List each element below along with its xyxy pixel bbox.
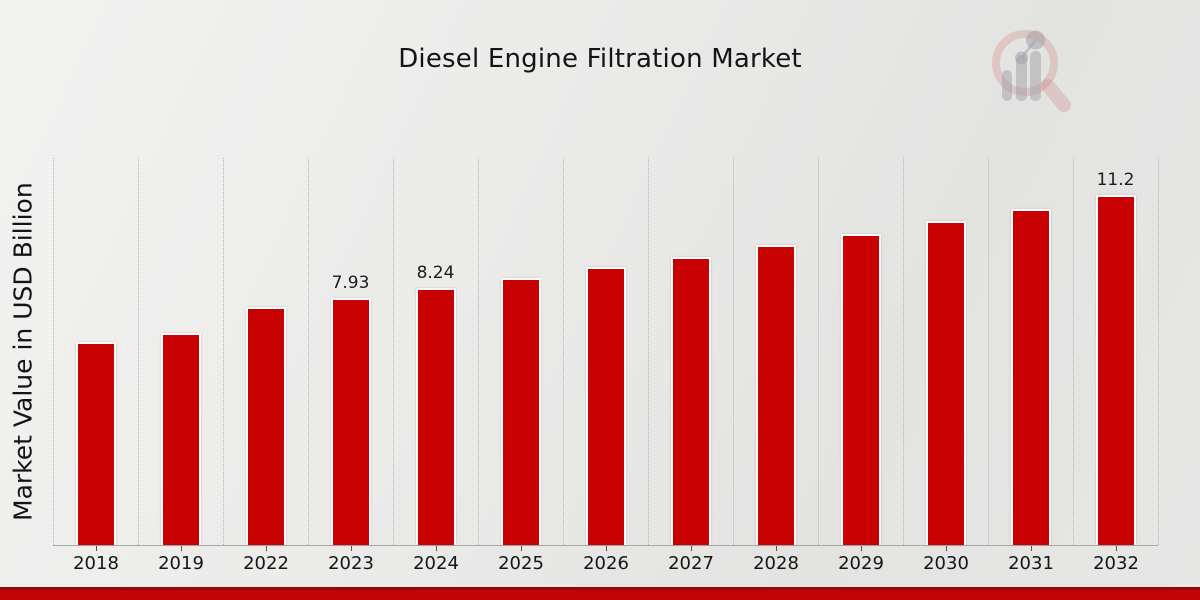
x-axis-tick <box>945 546 947 551</box>
x-axis-tick-label: 2023 <box>328 553 374 574</box>
gridline <box>563 158 564 545</box>
x-axis-tick-label: 2029 <box>838 553 884 574</box>
bar-2030 <box>925 221 966 545</box>
brand-logo-magnifier-chart-icon <box>992 30 1071 112</box>
bar-2025 <box>500 277 541 545</box>
gridline <box>393 158 394 545</box>
x-axis-tick-label: 2022 <box>243 553 289 574</box>
gridline <box>53 158 54 545</box>
x-axis-tick-label: 2026 <box>583 553 629 574</box>
chart-column <box>903 158 988 545</box>
x-axis-tick <box>775 546 777 551</box>
chart-column: 8.24 <box>393 158 478 545</box>
chart-column <box>733 158 818 545</box>
bar-2024 <box>415 287 456 545</box>
bar-2027 <box>670 256 711 545</box>
bar-value-label: 8.24 <box>416 262 455 283</box>
chart-column <box>648 158 733 545</box>
chart-column <box>478 158 563 545</box>
gridline <box>988 158 989 545</box>
x-axis-tick <box>860 546 862 551</box>
bar-value-label: 11.2 <box>1096 170 1135 191</box>
chart-column: 7.93 <box>308 158 393 545</box>
x-axis-tick <box>180 546 182 551</box>
chart-column <box>988 158 1073 545</box>
bar-value-label: 7.93 <box>331 272 370 293</box>
x-axis-tick-label: 2030 <box>923 553 969 574</box>
x-axis-tick-label: 2024 <box>413 553 459 574</box>
x-axis-tick <box>95 546 97 551</box>
chart-column <box>223 158 308 545</box>
x-axis-tick-label: 2032 <box>1093 553 1139 574</box>
chart-column <box>138 158 223 545</box>
x-axis-tick-label: 2019 <box>158 553 204 574</box>
bar-2028 <box>755 245 796 545</box>
plot-area: 7.93 8.24 11.2 <box>53 158 1159 546</box>
bar-2031 <box>1010 208 1051 545</box>
chart-column <box>53 158 138 545</box>
x-axis-tick-label: 2027 <box>668 553 714 574</box>
gridline <box>903 158 904 545</box>
x-axis-tick <box>435 546 437 551</box>
bar-2026 <box>585 267 626 545</box>
gridline <box>733 158 734 545</box>
x-axis-tick-label: 2025 <box>498 553 544 574</box>
bar-2019 <box>160 332 201 545</box>
x-axis-tick <box>1030 546 1032 551</box>
gridline <box>138 158 139 545</box>
bar-2029 <box>840 233 881 545</box>
chart-column <box>818 158 903 545</box>
chart-column <box>563 158 648 545</box>
x-axis-tick <box>350 546 352 551</box>
x-axis-tick-label: 2028 <box>753 553 799 574</box>
chart-title: Diesel Engine Filtration Market <box>398 44 802 74</box>
gridline <box>308 158 309 545</box>
bar-2032 <box>1095 195 1136 545</box>
x-axis-tick <box>265 546 267 551</box>
x-axis-tick <box>520 546 522 551</box>
y-axis-label: Market Value in USD Billion <box>8 182 38 521</box>
footer-accent-red-line <box>0 590 1200 600</box>
gridline <box>648 158 649 545</box>
gridline <box>1073 158 1074 545</box>
bar-2022 <box>245 306 286 545</box>
gridline <box>1158 158 1159 545</box>
bar-2018 <box>75 342 116 545</box>
gridline <box>223 158 224 545</box>
x-axis-tick <box>690 546 692 551</box>
x-axis-tick <box>605 546 607 551</box>
footer-accent-bar <box>0 587 1200 600</box>
gridline <box>818 158 819 545</box>
chart-column: 11.2 <box>1073 158 1158 545</box>
x-axis-tick-label: 2018 <box>73 553 119 574</box>
footer-accent-dark-line <box>0 587 1200 590</box>
gridline <box>478 158 479 545</box>
x-axis-tick-label: 2031 <box>1008 553 1054 574</box>
bar-2023 <box>330 297 371 545</box>
x-axis-tick <box>1115 546 1117 551</box>
